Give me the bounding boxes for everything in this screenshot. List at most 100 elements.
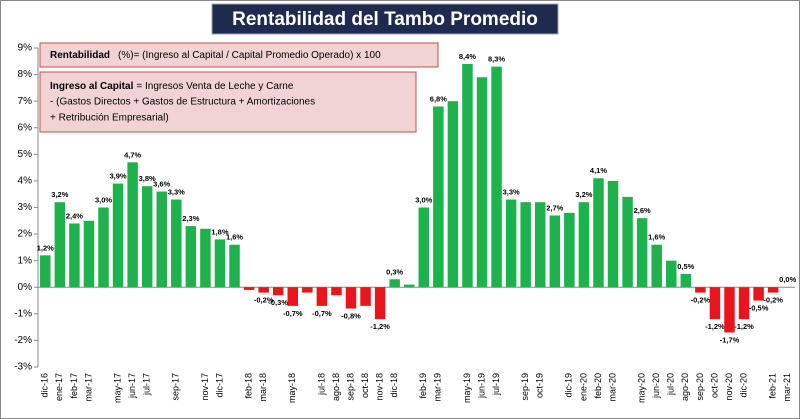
bar [651,244,662,288]
bar [564,212,575,288]
y-tick-label: 3% [18,202,33,213]
x-tick-label: sep-18 [345,373,355,401]
data-label: -0,2% [254,296,274,305]
data-label: -1,2% [734,322,754,331]
x-tick-label: ago-20 [680,373,690,401]
x-tick-label: feb-18 [243,373,253,399]
bar [403,284,415,288]
data-label: -0,7% [312,309,332,318]
bar [200,228,211,288]
x-tick-label: dic-17 [214,373,224,398]
bar [316,287,328,306]
formula-body: (%)= (Ingreso al Capital / Capital Prome… [118,50,381,61]
x-tick-label: jul-20 [666,373,676,396]
data-label: -0,3% [268,298,288,307]
bar [360,287,371,306]
bar [578,202,590,288]
plot-area: -3% -2% -1% 0% 1% 2% 3% 4% 5% 6% 7% 8% 9% dic-16 1,2% e… [14,43,796,403]
bar [127,162,138,288]
x-tick-label: oct-19 [535,373,545,398]
definition-term: Ingreso al Capital [50,81,134,92]
data-label: 3,2% [51,190,68,199]
bar [345,287,357,309]
data-label: 3,9% [110,172,127,181]
formula-term: Rentabilidad [50,50,110,61]
data-label: -0,5% [749,304,769,313]
y-tick-label: 4% [18,176,33,187]
chart-title: Rentabilidad del Tambo Promedio [232,9,538,30]
data-label: 8,4% [459,52,476,61]
bar [214,239,226,288]
data-label: -0,8% [341,312,361,321]
bar [302,287,313,293]
x-tick-label: ene-17 [54,373,64,401]
y-tick-label: 0% [18,282,33,293]
x-tick-label: sep-20 [695,373,705,401]
bar [476,77,488,288]
x-tick-label: may-17 [112,373,122,403]
x-tick-label: may-18 [287,373,297,403]
x-tick-label: dic-19 [564,373,574,398]
bar [709,287,721,320]
y-tick-label: 6% [18,122,33,133]
x-tick-label: nov-17 [200,373,210,401]
x-tick-label: mar-19 [433,373,443,402]
data-label: 0,5% [677,262,694,271]
bar [607,180,619,288]
x-tick-label: jun-19 [476,373,486,399]
x-tick-label: sep-19 [520,373,530,401]
y-tick-label: 7% [18,96,33,107]
y-tick-label: 5% [18,149,33,160]
x-tick-label: feb-21 [768,373,778,399]
data-label: 3,3% [503,188,520,197]
data-label: 2,7% [546,203,563,212]
bar [272,287,284,296]
bar [258,287,269,293]
bar [491,66,502,288]
bar [767,287,779,293]
data-label: -0,2% [763,296,783,305]
data-label: 0,0% [779,275,796,284]
x-tick-label: feb-17 [69,373,79,399]
x-tick-label: feb-20 [593,373,603,399]
bar [636,218,648,288]
y-tick-label: 9% [18,43,33,54]
bar [83,220,95,288]
bar [54,202,66,288]
definition-line: Ingreso al Capital = Ingresos Venta de Le… [50,81,294,92]
bar [287,287,299,306]
formula-text: Rentabilidad (%)= (Ingreso al Capital / C… [50,50,381,61]
bar [171,199,182,288]
data-label: -1,7% [720,335,740,344]
y-tick-label: 8% [18,69,33,80]
bar [112,183,124,288]
definition-text: = Ingresos Venta de Leche y Carne [136,81,293,92]
bar [753,287,764,301]
x-tick-label: feb-19 [418,373,428,399]
x-tick-label: ago-18 [331,373,341,401]
x-tick-label: jul-18 [316,373,326,396]
x-tick-label: jul-19 [491,373,501,396]
bar [593,178,604,288]
bar [549,215,561,288]
x-tick-label: dic-18 [389,373,399,398]
data-label: 2,6% [634,206,651,215]
data-label: 1,8% [211,227,228,236]
data-label: -1,2% [370,322,390,331]
bar [680,273,692,288]
bar [433,106,444,288]
data-label: 4,7% [124,150,141,159]
x-tick-label: jul-17 [142,373,152,396]
x-tick-label: jun-20 [651,373,661,399]
bar [389,279,400,288]
y-tick-label: -2% [14,335,32,346]
bar [185,226,197,288]
bar [534,202,546,288]
bar [331,287,342,296]
x-tick-label: may-19 [462,373,472,403]
data-label: 3,6% [153,180,170,189]
bar [40,255,51,288]
x-tick-label: nov-20 [724,373,734,401]
bar [666,260,677,288]
